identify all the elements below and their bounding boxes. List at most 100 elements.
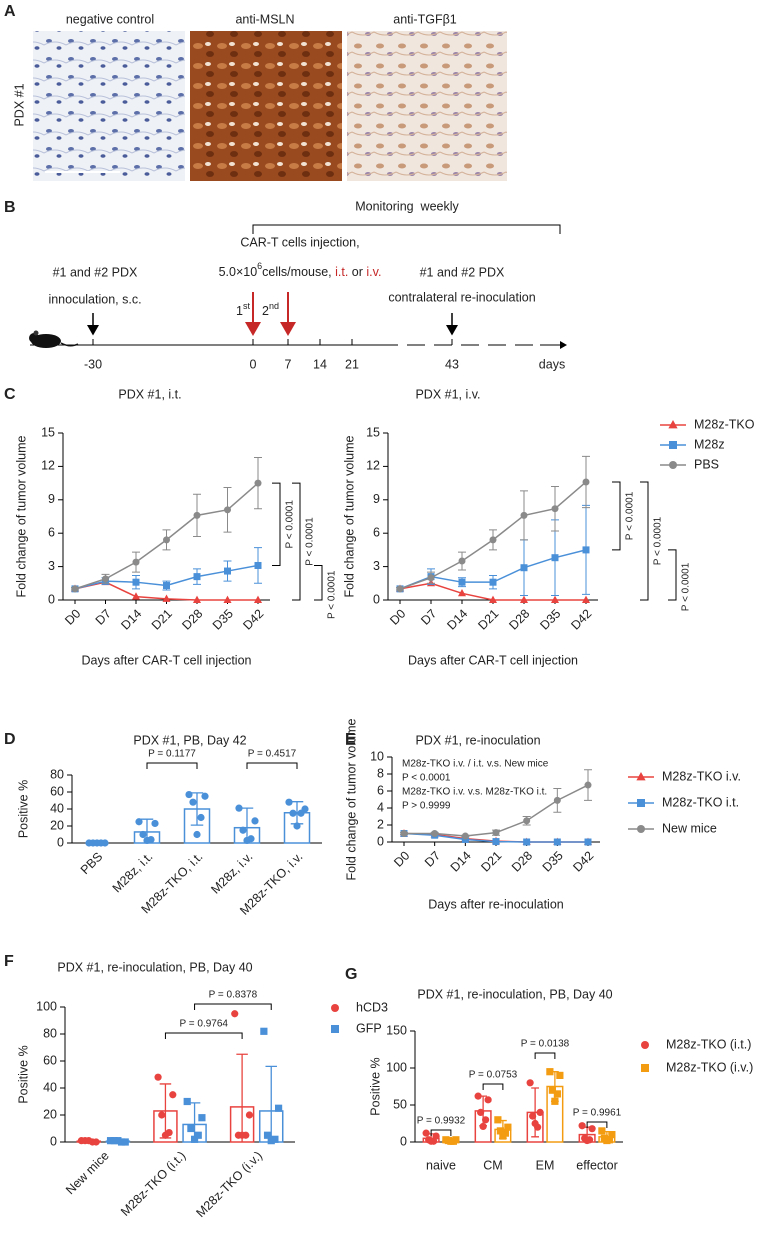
data-point xyxy=(482,1116,490,1124)
x-tick-label: D28 xyxy=(179,607,205,633)
x-tick-label: D42 xyxy=(568,607,594,633)
micrograph xyxy=(190,31,342,181)
data-point xyxy=(431,830,439,837)
data-point xyxy=(551,1097,559,1105)
panel-label: F xyxy=(4,953,14,970)
inoculation-label: innoculation, s.c. xyxy=(48,292,141,306)
legend-label: M28z-TKO i.t. xyxy=(662,795,739,809)
data-point xyxy=(251,817,259,825)
p-value: P < 0.0001 xyxy=(653,516,664,565)
data-point xyxy=(489,536,497,544)
y-tick-label: 0 xyxy=(57,835,64,849)
legend-marker xyxy=(669,441,677,449)
data-point xyxy=(135,818,143,826)
x-tick-label: M28z, i.t. xyxy=(110,850,156,896)
x-tick-label: D21 xyxy=(475,607,501,633)
legend-marker xyxy=(331,1025,339,1033)
error-bar xyxy=(190,792,204,826)
data-point xyxy=(504,1123,512,1131)
data-point xyxy=(582,478,590,486)
legend-label: M28z-TKO (i.v.) xyxy=(666,1060,753,1074)
legend-marker xyxy=(641,1041,649,1049)
data-point xyxy=(523,838,531,846)
data-point xyxy=(197,813,205,822)
data-point xyxy=(556,1071,564,1079)
note: M28z-TKO i.v. / i.t. v.s. New mice xyxy=(402,759,549,770)
significance-bracket xyxy=(430,1129,452,1136)
y-tick-label: 150 xyxy=(386,1023,407,1037)
dose-label: 5.0×106cells/mouse, i.t. or i.v. xyxy=(219,261,382,279)
mouse-icon xyxy=(29,330,79,348)
data-point xyxy=(603,1136,611,1145)
data-point xyxy=(201,792,209,800)
data-point xyxy=(193,573,201,581)
significance-bracket xyxy=(146,762,198,769)
data-point xyxy=(523,817,531,825)
p-value: P = 0.9764 xyxy=(180,1019,229,1030)
significance-bracket xyxy=(640,481,649,601)
data-point xyxy=(245,1111,254,1119)
p-value: P = 0.9961 xyxy=(573,1108,622,1119)
panel-label: B xyxy=(4,199,16,216)
significance-bracket xyxy=(194,1003,272,1010)
data-point xyxy=(267,1137,275,1145)
data-point xyxy=(151,819,159,828)
x-tick-label: D0 xyxy=(391,849,412,870)
data-point xyxy=(93,839,101,847)
data-point xyxy=(396,585,404,593)
timeline-ticks xyxy=(92,339,453,345)
data-point xyxy=(143,836,151,845)
p-value: P = 0.1177 xyxy=(148,749,196,760)
data-point xyxy=(224,567,231,575)
chart-title: PDX #1, re-inoculation, PB, Day 40 xyxy=(57,960,252,974)
y-axis-label: Positive % xyxy=(16,1045,30,1103)
data-point xyxy=(458,557,466,565)
data-point xyxy=(132,558,140,566)
data-point xyxy=(289,809,297,817)
data-point xyxy=(492,829,500,837)
legend-label: GFP xyxy=(356,1021,382,1035)
x-tick-label: CM xyxy=(483,1158,502,1172)
data-point xyxy=(139,830,147,839)
reinoculation-label: #1 and #2 PDX xyxy=(420,265,505,279)
dose-suffix: st xyxy=(243,301,251,311)
p-value: P < 0.0001 xyxy=(625,491,636,540)
data-point xyxy=(190,1135,199,1143)
dose-number: 2 xyxy=(262,304,269,318)
data-point xyxy=(427,1137,435,1145)
panel-label: C xyxy=(4,386,16,403)
chart-title: PDX #1, i.v. xyxy=(415,387,480,401)
y-tick-label: 0 xyxy=(400,1134,407,1148)
data-point xyxy=(520,564,528,572)
dose-suffix: nd xyxy=(269,301,279,311)
x-axis-label: Days after CAR-T cell injection xyxy=(408,653,578,667)
data-point xyxy=(588,1125,596,1133)
x-tick-label: D0 xyxy=(62,607,83,628)
data-point xyxy=(458,578,466,586)
data-point xyxy=(192,595,202,603)
data-point xyxy=(102,575,109,583)
x-tick-label: effector xyxy=(576,1158,617,1172)
y-tick-label: 3 xyxy=(373,559,380,573)
error-bar xyxy=(236,1053,248,1142)
chart-title: PDX #1, re-inoculation xyxy=(415,733,540,747)
dose-text: cells/mouse, xyxy=(262,265,335,279)
panel-label: D xyxy=(4,731,16,748)
data-point xyxy=(110,1137,118,1145)
y-tick-label: 0 xyxy=(377,834,384,848)
data-point xyxy=(71,585,79,593)
data-point xyxy=(474,1092,482,1100)
legend-label: M28z-TKO (i.t.) xyxy=(666,1037,751,1051)
y-tick-label: 80 xyxy=(50,767,64,781)
row-label: PDX #1 xyxy=(12,83,26,126)
legend-label: M28z-TKO i.v. xyxy=(662,769,741,783)
x-tick-label: D7 xyxy=(418,607,439,628)
dose-order: 2nd xyxy=(262,301,279,318)
injection-label: CAR-T cells injection, xyxy=(240,235,359,249)
p-value: P < 0.0001 xyxy=(305,517,316,566)
data-point xyxy=(162,594,171,602)
y-tick-label: 12 xyxy=(366,459,380,473)
monitoring-label: Monitoring weekly xyxy=(355,199,459,213)
data-point xyxy=(254,561,262,569)
